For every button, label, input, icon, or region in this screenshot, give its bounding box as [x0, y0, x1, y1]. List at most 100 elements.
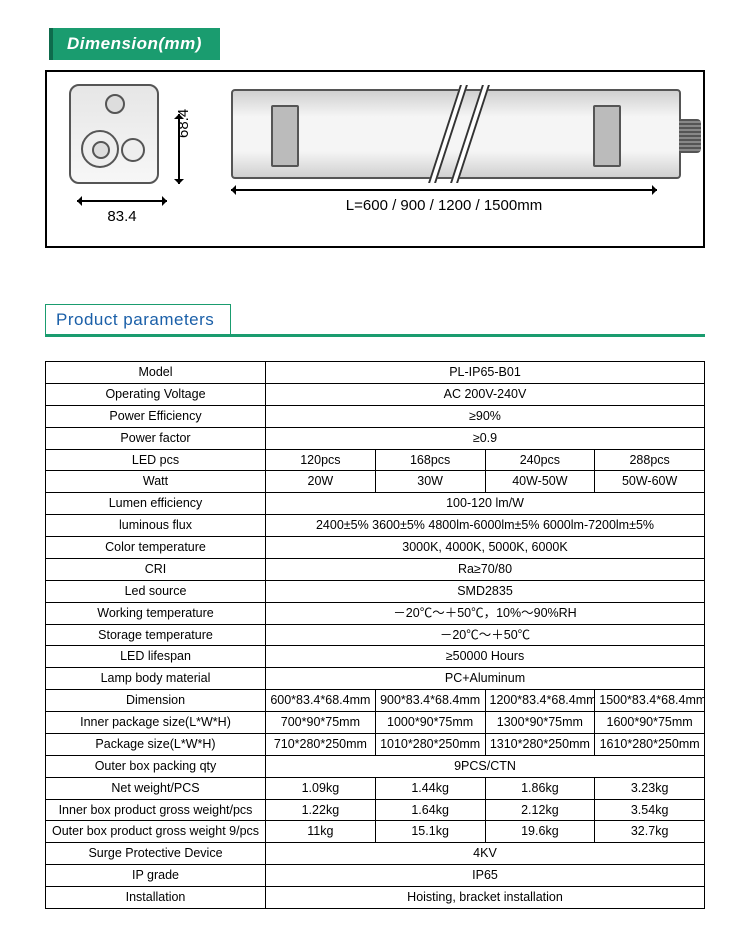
- dimension-heading: Dimension(mm): [49, 28, 220, 60]
- spec-label: Inner package size(L*W*H): [46, 712, 266, 734]
- spec-label: Led source: [46, 580, 266, 602]
- spec-label: Surge Protective Device: [46, 843, 266, 865]
- spec-value: 4KV: [266, 843, 705, 865]
- spec-label: Working temperature: [46, 602, 266, 624]
- page: Dimension(mm) 83.4 68.4: [0, 0, 750, 939]
- spec-value: 2400±5% 3600±5% 4800lm-6000lm±5% 6000lm-…: [266, 515, 705, 537]
- endcap-small-circle-icon: [121, 138, 145, 162]
- table-row: Color temperature3000K, 4000K, 5000K, 60…: [46, 537, 705, 559]
- width-value: 83.4: [77, 208, 167, 225]
- mounting-clip-icon: [593, 105, 621, 167]
- mounting-clip-icon: [271, 105, 299, 167]
- spec-value: IP65: [266, 865, 705, 887]
- spec-value: Hoisting, bracket installation: [266, 887, 705, 909]
- spec-value: 120pcs: [266, 449, 376, 471]
- spec-label: Operating Voltage: [46, 383, 266, 405]
- table-row: Lumen efficiency100-120 lm/W: [46, 493, 705, 515]
- spec-value: SMD2835: [266, 580, 705, 602]
- spec-label: Power factor: [46, 427, 266, 449]
- table-row: Outer box product gross weight 9/pcs11kg…: [46, 821, 705, 843]
- spec-value: PC+Aluminum: [266, 668, 705, 690]
- spec-value: 1200*83.4*68.4mm: [485, 690, 595, 712]
- spec-value: 1.44kg: [375, 777, 485, 799]
- spec-label: Installation: [46, 887, 266, 909]
- spec-value: 240pcs: [485, 449, 595, 471]
- table-row: CRIRa≥70/80: [46, 558, 705, 580]
- length-value: L=600 / 900 / 1200 / 1500mm: [231, 197, 657, 214]
- table-row: Watt20W30W40W-50W50W-60W: [46, 471, 705, 493]
- spec-value: 1.86kg: [485, 777, 595, 799]
- dimension-diagram-box: 83.4 68.4 L=600 / 900 / 1200 / 1500mm: [45, 70, 705, 248]
- spec-label: IP grade: [46, 865, 266, 887]
- spec-label: Lumen efficiency: [46, 493, 266, 515]
- endcap-view: 83.4: [69, 84, 159, 184]
- table-row: Power factor≥0.9: [46, 427, 705, 449]
- tube-side-view: L=600 / 900 / 1200 / 1500mm: [231, 89, 681, 179]
- spec-label: Outer box product gross weight 9/pcs: [46, 821, 266, 843]
- spec-value: 288pcs: [595, 449, 705, 471]
- spec-value: －20℃～＋50℃: [266, 624, 705, 646]
- spec-value: 19.6kg: [485, 821, 595, 843]
- spec-label: Model: [46, 362, 266, 384]
- table-row: ModelPL-IP65-B01: [46, 362, 705, 384]
- spec-value: 1010*280*250mm: [375, 733, 485, 755]
- spec-value: 1310*280*250mm: [485, 733, 595, 755]
- table-row: Working temperature－20℃～＋50℃，10%～90%RH: [46, 602, 705, 624]
- spec-label: Color temperature: [46, 537, 266, 559]
- spec-label: CRI: [46, 558, 266, 580]
- dimension-diagram: 83.4 68.4 L=600 / 900 / 1200 / 1500mm: [61, 84, 689, 234]
- spec-value: 100-120 lm/W: [266, 493, 705, 515]
- spec-value: 700*90*75mm: [266, 712, 376, 734]
- table-row: Net weight/PCS1.09kg1.44kg1.86kg3.23kg: [46, 777, 705, 799]
- break-mark-icon: [438, 85, 480, 183]
- table-row: Storage temperature－20℃～＋50℃: [46, 624, 705, 646]
- table-row: Led sourceSMD2835: [46, 580, 705, 602]
- table-row: Surge Protective Device4KV: [46, 843, 705, 865]
- spec-value: 11kg: [266, 821, 376, 843]
- spec-value: 40W-50W: [485, 471, 595, 493]
- spec-value: ≥0.9: [266, 427, 705, 449]
- table-row: InstallationHoisting, bracket installati…: [46, 887, 705, 909]
- table-row: luminous flux2400±5% 3600±5% 4800lm-6000…: [46, 515, 705, 537]
- table-row: Lamp body materialPC+Aluminum: [46, 668, 705, 690]
- spec-value: 1610*280*250mm: [595, 733, 705, 755]
- table-row: Outer box packing qty9PCS/CTN: [46, 755, 705, 777]
- table-row: IP gradeIP65: [46, 865, 705, 887]
- spec-value: 1000*90*75mm: [375, 712, 485, 734]
- spec-value: 1300*90*75mm: [485, 712, 595, 734]
- endcap-large-circle-icon: [81, 130, 119, 168]
- cable-gland-icon: [679, 119, 701, 153]
- spec-label: Lamp body material: [46, 668, 266, 690]
- spec-label: LED pcs: [46, 449, 266, 471]
- spec-value: 1600*90*75mm: [595, 712, 705, 734]
- spec-value: 168pcs: [375, 449, 485, 471]
- spec-value: －20℃～＋50℃，10%～90%RH: [266, 602, 705, 624]
- spec-value: ≥50000 Hours: [266, 646, 705, 668]
- parameters-heading-wrap: Product parameters: [45, 304, 705, 337]
- spec-label: Outer box packing qty: [46, 755, 266, 777]
- endcap-shape: [69, 84, 159, 184]
- spec-table: ModelPL-IP65-B01Operating VoltageAC 200V…: [45, 361, 705, 909]
- spec-value: ≥90%: [266, 405, 705, 427]
- spec-label: Watt: [46, 471, 266, 493]
- width-dimension: 83.4: [77, 192, 167, 225]
- spec-value: Ra≥70/80: [266, 558, 705, 580]
- spec-label: Power Efficiency: [46, 405, 266, 427]
- spec-label: luminous flux: [46, 515, 266, 537]
- spec-label: Storage temperature: [46, 624, 266, 646]
- spec-value: 1.09kg: [266, 777, 376, 799]
- spec-label: Package size(L*W*H): [46, 733, 266, 755]
- tube-shape: [231, 89, 681, 179]
- spec-value: 9PCS/CTN: [266, 755, 705, 777]
- parameters-heading: Product parameters: [45, 304, 231, 334]
- spec-label: Dimension: [46, 690, 266, 712]
- height-value: 68.4: [175, 109, 192, 138]
- table-row: Power Efficiency≥90%: [46, 405, 705, 427]
- height-dimension: 68.4: [161, 114, 197, 184]
- table-row: Inner package size(L*W*H)700*90*75mm1000…: [46, 712, 705, 734]
- spec-value: 710*280*250mm: [266, 733, 376, 755]
- spec-value: AC 200V-240V: [266, 383, 705, 405]
- spec-value: 3.23kg: [595, 777, 705, 799]
- table-row: LED lifespan≥50000 Hours: [46, 646, 705, 668]
- spec-value: 50W-60W: [595, 471, 705, 493]
